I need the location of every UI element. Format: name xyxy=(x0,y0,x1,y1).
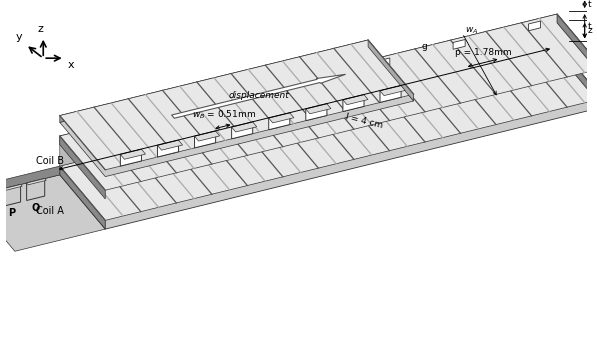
Polygon shape xyxy=(121,149,141,166)
Text: $w_B$ = 0.51mm: $w_B$ = 0.51mm xyxy=(192,109,256,121)
Polygon shape xyxy=(27,179,45,200)
Polygon shape xyxy=(378,58,390,68)
Polygon shape xyxy=(433,76,445,84)
Polygon shape xyxy=(306,104,327,121)
Polygon shape xyxy=(195,131,220,141)
Text: Coil B: Coil B xyxy=(36,156,64,166)
Polygon shape xyxy=(60,14,597,190)
Polygon shape xyxy=(2,185,22,191)
Polygon shape xyxy=(60,47,414,177)
Polygon shape xyxy=(158,140,183,150)
Polygon shape xyxy=(380,86,401,102)
Polygon shape xyxy=(171,74,346,118)
Polygon shape xyxy=(557,14,597,77)
Polygon shape xyxy=(380,86,405,96)
Text: $w_A$: $w_A$ xyxy=(465,26,478,37)
Polygon shape xyxy=(232,122,253,139)
Polygon shape xyxy=(2,185,21,206)
Polygon shape xyxy=(27,179,46,185)
Polygon shape xyxy=(528,21,540,31)
Polygon shape xyxy=(259,118,271,127)
Polygon shape xyxy=(60,14,557,145)
Text: P: P xyxy=(8,208,15,218)
Polygon shape xyxy=(60,136,105,199)
Polygon shape xyxy=(368,40,414,101)
Polygon shape xyxy=(60,40,368,122)
Text: g: g xyxy=(422,42,427,51)
Polygon shape xyxy=(60,40,414,170)
Polygon shape xyxy=(60,44,597,220)
Polygon shape xyxy=(76,132,88,142)
Polygon shape xyxy=(60,44,557,175)
Polygon shape xyxy=(60,166,105,229)
Polygon shape xyxy=(557,44,597,107)
Polygon shape xyxy=(227,95,239,105)
Text: z: z xyxy=(38,24,43,34)
Polygon shape xyxy=(121,149,146,159)
Text: displacement: displacement xyxy=(229,91,290,100)
Polygon shape xyxy=(171,140,183,148)
Polygon shape xyxy=(306,104,331,114)
Text: p = 1.78mm: p = 1.78mm xyxy=(456,48,512,57)
Text: x: x xyxy=(67,60,74,70)
Polygon shape xyxy=(60,53,597,229)
Polygon shape xyxy=(232,122,257,132)
Polygon shape xyxy=(269,113,290,130)
Polygon shape xyxy=(269,113,294,123)
Text: y: y xyxy=(16,32,22,42)
Polygon shape xyxy=(521,54,533,63)
Polygon shape xyxy=(152,114,164,123)
Text: l = 4 cm: l = 4 cm xyxy=(344,112,383,130)
Text: Q: Q xyxy=(32,202,40,212)
Polygon shape xyxy=(195,131,216,148)
Polygon shape xyxy=(343,95,368,105)
Text: t: t xyxy=(587,22,591,31)
Text: z: z xyxy=(587,26,592,35)
Text: Coil A: Coil A xyxy=(36,206,64,216)
Polygon shape xyxy=(346,97,358,106)
Polygon shape xyxy=(453,40,465,49)
Polygon shape xyxy=(303,77,315,86)
Polygon shape xyxy=(0,166,60,197)
Polygon shape xyxy=(0,175,105,251)
Polygon shape xyxy=(84,161,96,170)
Polygon shape xyxy=(343,95,364,111)
Polygon shape xyxy=(158,140,179,157)
Text: t: t xyxy=(587,0,591,9)
Polygon shape xyxy=(60,23,557,166)
